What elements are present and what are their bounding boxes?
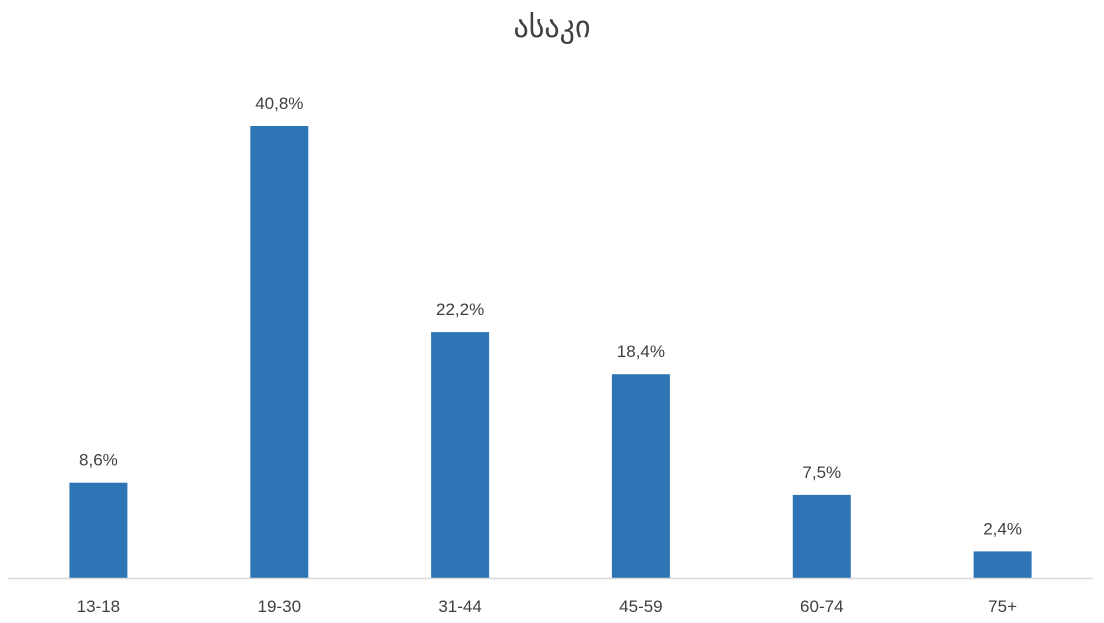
tick-label-13-18: 13-18 [77, 597, 120, 616]
data-label-19-30: 40,8% [255, 94, 303, 113]
bar-60-74 [792, 494, 851, 578]
tick-label-75+: 75+ [988, 597, 1017, 616]
tick-label-19-30: 19-30 [258, 597, 301, 616]
data-label-75+: 2,4% [983, 519, 1022, 538]
data-label-60-74: 7,5% [802, 463, 841, 482]
bar-75+ [973, 551, 1032, 578]
bar-45-59 [611, 374, 670, 578]
data-labels-group: 8,6% 40,8% 22,2% 18,4% 7,5% 2,4% [79, 94, 1022, 538]
data-label-45-59: 18,4% [617, 342, 665, 361]
bar-31-44 [431, 332, 490, 578]
tick-label-60-74: 60-74 [800, 597, 843, 616]
tick-label-31-44: 31-44 [438, 597, 481, 616]
data-label-13-18: 8,6% [79, 451, 118, 470]
bars-group [69, 126, 1032, 578]
chart-title: ასაკი [513, 10, 591, 45]
bar-13-18 [69, 482, 128, 578]
tick-labels-group: 13-18 19-30 31-44 45-59 60-74 75+ [77, 597, 1017, 616]
data-label-31-44: 22,2% [436, 300, 484, 319]
tick-label-45-59: 45-59 [619, 597, 662, 616]
bar-19-30 [250, 126, 309, 578]
